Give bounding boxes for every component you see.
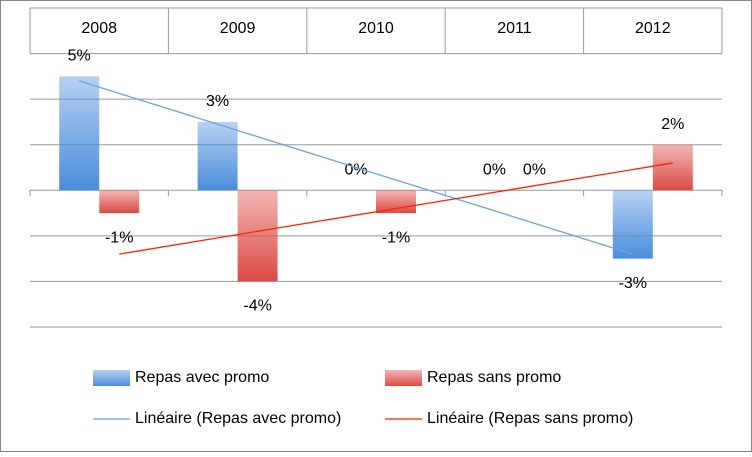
legend-label: Linéaire (Repas sans promo)	[427, 410, 633, 427]
data-label: -4%	[243, 298, 271, 315]
bar	[59, 76, 100, 191]
trendline	[119, 162, 673, 255]
data-label: 0%	[523, 162, 546, 179]
bar	[99, 190, 140, 214]
legend-swatch	[93, 370, 130, 386]
data-label: 0%	[483, 162, 506, 179]
data-label: 5%	[68, 48, 91, 65]
data-label: -1%	[105, 229, 133, 246]
legend-label: Repas avec promo	[135, 369, 269, 386]
data-label: -1%	[382, 229, 410, 246]
bar	[376, 190, 416, 214]
trendline	[79, 80, 633, 255]
legend-label: Linéaire (Repas avec promo)	[135, 410, 341, 427]
bar	[652, 144, 693, 191]
x-tick-label: 2009	[220, 20, 256, 37]
x-tick-label: 2012	[635, 20, 671, 37]
legend-swatch	[385, 370, 422, 386]
bar	[612, 190, 653, 259]
bar	[197, 121, 238, 191]
bar	[237, 190, 278, 282]
x-tick-label: 2010	[358, 20, 394, 37]
data-label: 3%	[206, 93, 229, 110]
x-tick-label: 2011	[497, 20, 532, 37]
legend-label: Repas sans promo	[427, 369, 561, 386]
x-tick-label: 2008	[81, 20, 117, 37]
data-label: -3%	[619, 275, 647, 292]
data-label: 2%	[661, 116, 684, 133]
